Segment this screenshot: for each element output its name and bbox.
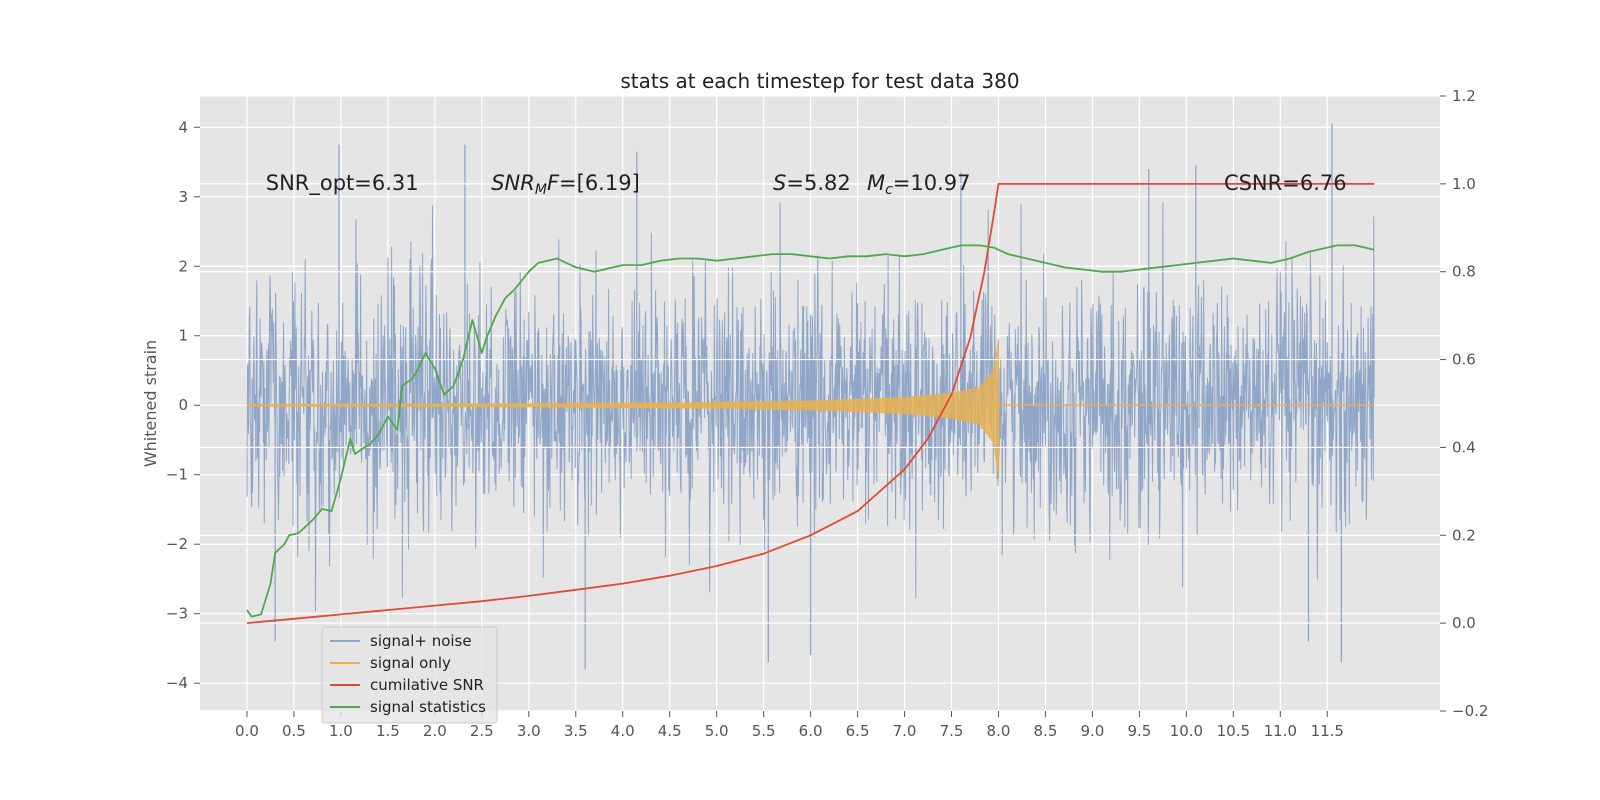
x-tick-label: 11.0: [1264, 722, 1297, 740]
y-tick-label: −3: [166, 605, 188, 623]
y-tick-label: −4: [166, 674, 188, 692]
y-tick-label: 0: [178, 396, 188, 414]
y-tick-label: 1: [178, 327, 188, 345]
x-tick-label: 8.0: [987, 722, 1011, 740]
annotation-part: =5.82: [786, 171, 850, 195]
x-tick-label: 3.0: [517, 722, 541, 740]
y2-tick-label: 0.2: [1452, 526, 1476, 544]
y2-tick-label: 0.6: [1452, 351, 1476, 369]
x-tick-label: 9.0: [1080, 722, 1104, 740]
x-tick-label: 4.0: [611, 722, 635, 740]
annotation-part: M: [867, 171, 885, 195]
stat-annotation: CSNR=6.76: [1224, 171, 1347, 195]
axes: 0.0 0.5 1.0 1.5 2.0 2.5 3.0 3.5 4.0 4.5 5.0 5.5 6.0 6…: [166, 87, 1489, 740]
x-tick-label: 7.0: [893, 722, 917, 740]
y2-tick-label: 1.2: [1452, 87, 1476, 105]
y-tick-label: 2: [178, 257, 188, 275]
legend-label: signal+ noise: [370, 632, 472, 650]
y2-tick-label: 0.0: [1452, 614, 1476, 632]
x-tick-label: 3.5: [564, 722, 588, 740]
chart-title: stats at each timestep for test data 380: [620, 69, 1019, 93]
x-tick-label: 4.5: [658, 722, 682, 740]
annotation-part: SNR: [491, 171, 535, 195]
x-tick-label: 0.0: [235, 722, 259, 740]
x-tick-label: 5.5: [752, 722, 776, 740]
y-tick-label: 4: [178, 118, 188, 136]
x-tick-label: 10.0: [1170, 722, 1203, 740]
x-tick-label: 1.0: [329, 722, 353, 740]
stat-annotation: S=5.82: [773, 171, 851, 195]
y2-tick-label: 1.0: [1452, 175, 1476, 193]
annotation-part: SNR_opt=6.31: [266, 171, 419, 196]
annotation-part: M: [535, 181, 547, 197]
legend-label: signal only: [370, 654, 451, 672]
x-tick-label: 10.5: [1217, 722, 1250, 740]
x-tick-label: 6.0: [799, 722, 823, 740]
x-tick-label: 5.0: [705, 722, 729, 740]
series-signal-only: [246, 339, 1375, 479]
x-tick-label: 9.5: [1127, 722, 1151, 740]
y-tick-label: 3: [178, 188, 188, 206]
annotation-part: =10.97: [893, 171, 971, 195]
legend-label: cumilative SNR: [370, 676, 484, 694]
x-tick-label: 2.5: [470, 722, 494, 740]
y2-tick-label: 0.4: [1452, 438, 1476, 456]
legend: signal+ noise signal only cumilative SNR si…: [321, 626, 498, 724]
x-tick-label: 8.5: [1034, 722, 1058, 740]
x-tick-label: 11.5: [1311, 722, 1344, 740]
x-tick-label: 7.5: [940, 722, 964, 740]
x-tick-label: 6.5: [846, 722, 870, 740]
series-signal-statistics: [246, 244, 1375, 618]
x-tick-label: 1.5: [376, 722, 400, 740]
series-cumilative-snr: [246, 183, 1375, 624]
legend-box: [321, 626, 498, 724]
annotation-part: S: [773, 171, 786, 195]
x-tick-label: 2.0: [423, 722, 447, 740]
annotations: SNR_opt=6.31 SNRMF=[6.19] S=5.82 Mc=10.97 CS…: [266, 171, 1347, 198]
x-tick-label: 0.5: [282, 722, 306, 740]
annotation-part: =[6.19]: [559, 171, 640, 195]
annotation-part: F: [547, 171, 560, 195]
y2-tick-label: 0.8: [1452, 263, 1476, 281]
y-axis-label: Whitened strain: [141, 340, 160, 467]
y-tick-label: −2: [166, 535, 188, 553]
y2-tick-label: −0.2: [1452, 702, 1488, 720]
series-signal-plus-noise: [246, 123, 1375, 670]
annotation-part: c: [885, 181, 893, 197]
line-series: [246, 183, 1375, 624]
stat-annotation: Mc=10.97: [867, 171, 971, 198]
legend-label: signal statistics: [370, 698, 486, 716]
y-tick-label: −1: [166, 466, 188, 484]
stat-annotation: SNR_opt=6.31: [266, 171, 419, 196]
stat-annotation: SNRMF=[6.19]: [491, 171, 640, 198]
annotation-part: CSNR=6.76: [1224, 171, 1347, 195]
